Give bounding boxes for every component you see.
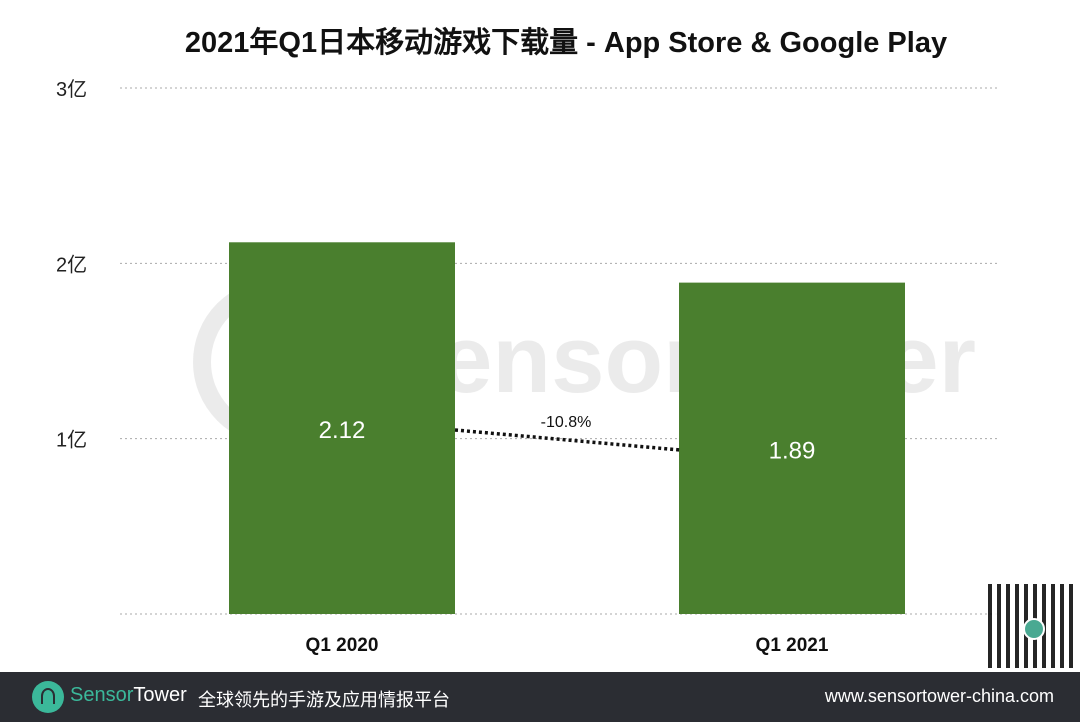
bar: [229, 242, 455, 614]
x-tick-label: Q1 2021: [756, 635, 829, 656]
chart: SensorTower 2021年Q1日本移动游戏下载量 - App Store…: [56, 25, 1000, 656]
footer: SensorTower 全球领先的手游及应用情报平台 www.sensortow…: [0, 672, 1080, 722]
chart-title: 2021年Q1日本移动游戏下载量 - App Store & Google Pl…: [185, 25, 947, 59]
y-tick-label: 2亿: [56, 253, 87, 276]
footer-brand: SensorTower: [70, 684, 187, 706]
change-line: [454, 428, 681, 452]
data-label: 2.12: [319, 417, 366, 444]
x-tick-label: Q1 2020: [306, 635, 379, 656]
y-tick-label: 3亿: [56, 78, 87, 101]
qr-code: [988, 584, 1074, 668]
sensortower-logo-icon: [32, 681, 64, 713]
y-tick-label: 1亿: [56, 429, 87, 452]
bar: [679, 282, 905, 614]
change-label: -10.8%: [541, 414, 592, 431]
footer-url: www.sensortower-china.com: [824, 686, 1054, 706]
data-label: 1.89: [769, 437, 816, 464]
footer-slogan: 全球领先的手游及应用情报平台: [198, 690, 450, 710]
